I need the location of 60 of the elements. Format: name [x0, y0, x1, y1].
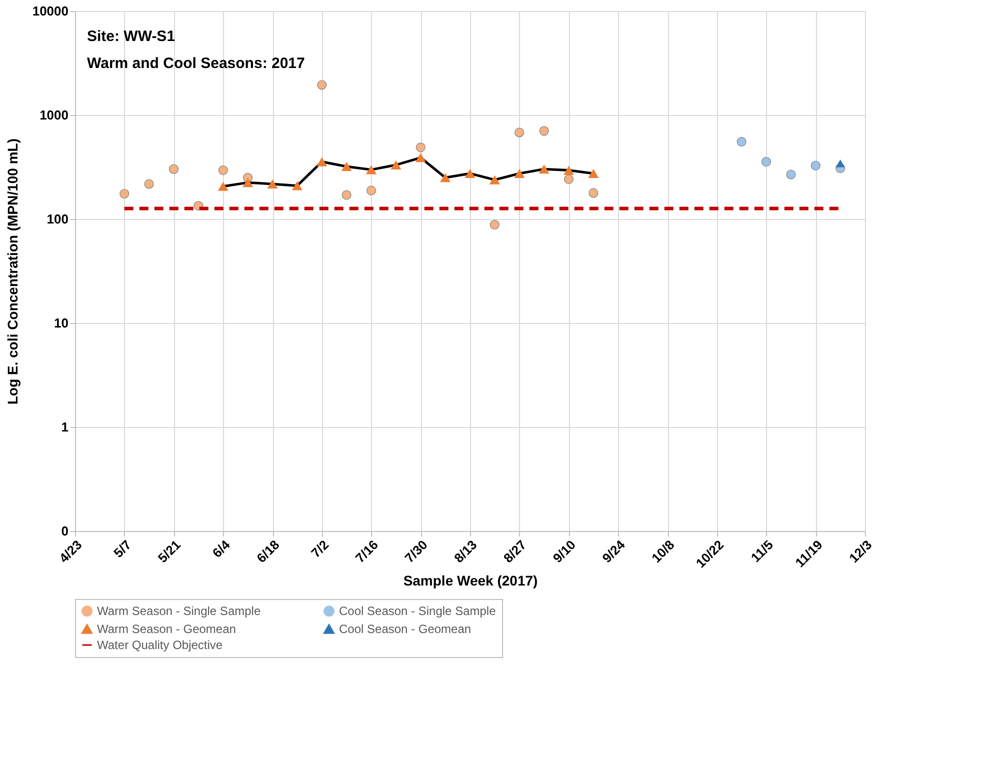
point: [218, 182, 228, 191]
point: [564, 174, 574, 184]
legend-label: Water Quality Objective: [97, 638, 223, 652]
x-tick-label: 7/30: [402, 537, 430, 566]
point: [292, 181, 302, 190]
y-tick-label: 10000: [32, 4, 68, 18]
y-tick-label: 0: [61, 524, 68, 538]
x-tick-label: 4/23: [56, 537, 85, 566]
point: [316, 157, 328, 166]
point: [416, 142, 426, 152]
point: [366, 165, 376, 174]
point: [489, 175, 500, 184]
point: [464, 168, 476, 178]
point: [440, 173, 451, 182]
x-tick-label: 7/16: [352, 537, 381, 566]
y-tick-label: 100: [46, 212, 68, 226]
x-tick-label: 6/4: [209, 536, 234, 560]
x-tick-label: 8/13: [451, 537, 480, 566]
point: [588, 188, 598, 198]
legend-label: Warm Season - Geomean: [97, 622, 236, 636]
y-tick-label: 1: [61, 420, 68, 434]
point: [120, 188, 130, 198]
point: [836, 159, 845, 168]
point: [168, 164, 179, 174]
point: [242, 178, 254, 188]
point: [267, 179, 278, 189]
point: [144, 179, 154, 189]
point: [341, 162, 352, 172]
point: [588, 168, 599, 178]
annotation: Site: WW-S1: [87, 28, 176, 45]
y-axis-title: Log E. coli Concentration (MPN/100 mL): [4, 138, 20, 405]
x-axis-title: Sample Week (2017): [403, 572, 538, 589]
point: [736, 136, 746, 147]
point: [317, 80, 327, 90]
point: [514, 128, 524, 138]
x-tick-label: 9/10: [550, 537, 578, 566]
point: [366, 186, 376, 196]
point: [490, 220, 500, 230]
x-tick-label: 6/18: [254, 537, 282, 566]
legend-label: Cool Season - Single Sample: [339, 604, 496, 618]
point: [390, 160, 402, 170]
y-tick-label: 10: [54, 316, 68, 330]
x-tick-label: 7/2: [308, 537, 332, 560]
annotation: Warm and Cool Seasons: 2017: [87, 55, 305, 72]
point: [810, 160, 820, 170]
point: [538, 164, 550, 174]
x-tick-label: 5/21: [154, 537, 184, 566]
legend-label: Warm Season - Single Sample: [97, 604, 261, 618]
point: [342, 190, 352, 200]
point: [539, 126, 549, 136]
point: [415, 153, 426, 162]
x-tick-label: 9/24: [599, 536, 628, 566]
point: [514, 168, 525, 178]
point: [218, 166, 228, 176]
point: [761, 157, 772, 167]
point: [564, 166, 574, 175]
y-tick-label: 1000: [40, 108, 68, 122]
point: [786, 170, 796, 180]
legend-label: Cool Season - Geomean: [339, 622, 472, 636]
x-tick-label: 5/7: [110, 537, 134, 560]
